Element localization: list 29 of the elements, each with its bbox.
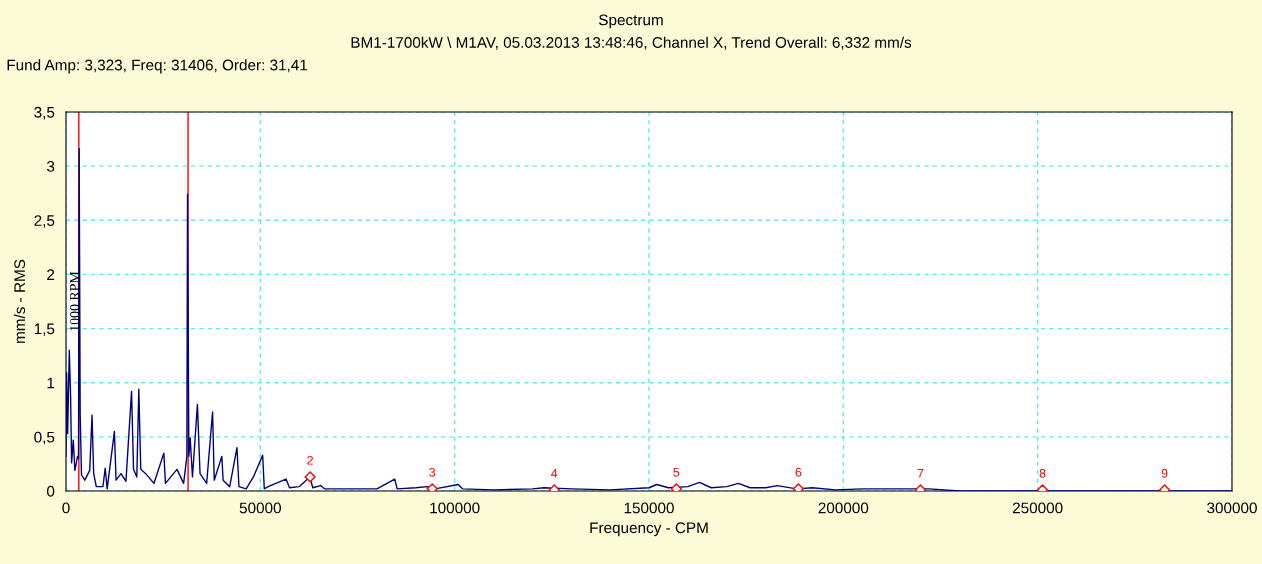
y-tick-label: 2 xyxy=(47,269,55,280)
y-tick-label: 2,5 xyxy=(34,215,55,228)
annotation: 2 xyxy=(307,455,313,465)
y-tick-label: 1,5 xyxy=(34,323,55,337)
y-tick-label: 1 xyxy=(47,377,55,389)
y-tick-label: 0 xyxy=(46,485,55,497)
annotation: 5 xyxy=(673,467,680,477)
x-tick-label: 100000 xyxy=(430,502,480,514)
y-tick-label: 3 xyxy=(46,161,55,172)
chart-title: Spectrum xyxy=(599,14,663,29)
chart-subtitle: BM1-1700kW \ M1AV, 05.03.2013 13:48:46, Channel X, Trend Overall: 6,332 mm/s xyxy=(351,36,912,50)
x-tick-label: 300000 xyxy=(1207,502,1257,514)
annotation: 8 xyxy=(1039,468,1046,478)
y-axis-title: mm/s - RMS xyxy=(13,259,26,343)
x-axis-title: Frequency - CPM xyxy=(590,522,708,537)
y-tick-label: 0,5 xyxy=(34,431,55,445)
annotation: 6 xyxy=(795,467,802,477)
x-tick-label: 50000 xyxy=(239,502,281,514)
annotation: 1000 RPM xyxy=(69,271,80,331)
annotation: 4 xyxy=(551,469,558,478)
annotation: 9 xyxy=(1161,468,1168,478)
annotation: 3 xyxy=(429,467,436,477)
x-tick-label: 0 xyxy=(62,502,70,514)
text: Fund Amp: 3,323, Freq: 31406, Order: 31,41 xyxy=(7,59,308,74)
y-tick-label: 3,5 xyxy=(34,106,55,120)
x-tick-label: 200000 xyxy=(818,502,869,514)
x-tick-label: 250000 xyxy=(1012,502,1063,514)
x-tick-label: 150000 xyxy=(624,502,674,514)
annotation: 7 xyxy=(917,469,924,478)
